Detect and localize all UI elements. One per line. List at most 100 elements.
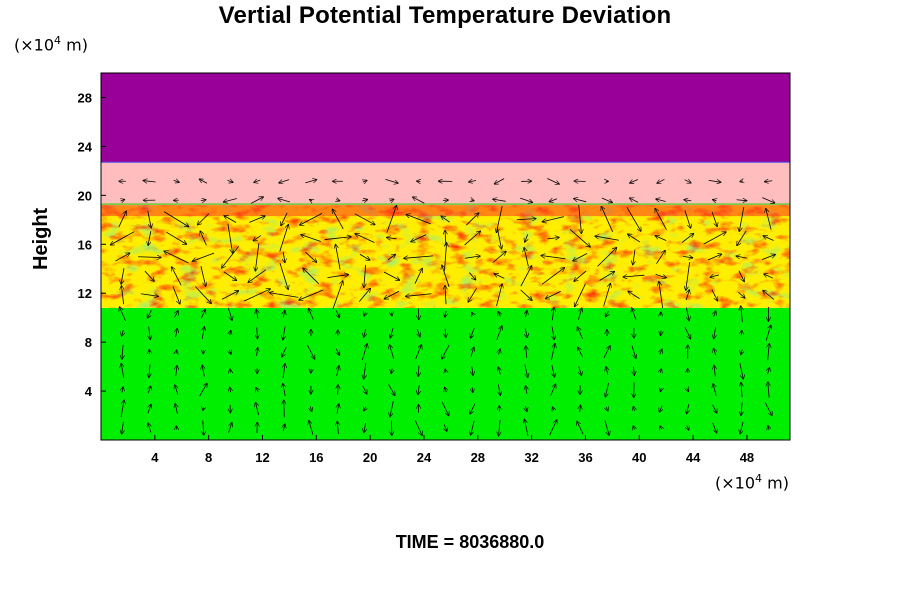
- wind-vector: [301, 235, 321, 242]
- wind-vector: [390, 199, 394, 201]
- wind-vector: [120, 400, 124, 418]
- wind-vector: [714, 365, 715, 377]
- x-tick-label: 12: [255, 450, 269, 465]
- wind-vector: [739, 362, 743, 379]
- wind-vector: [765, 325, 771, 341]
- wind-vector: [305, 180, 316, 184]
- wind-vector: [418, 385, 419, 394]
- wind-vector: [520, 197, 532, 202]
- wind-vector: [358, 288, 370, 302]
- wind-vector: [768, 382, 769, 398]
- wind-vector: [148, 405, 151, 414]
- wind-vector: [364, 407, 366, 411]
- x-tick-label: 16: [309, 450, 323, 465]
- wind-vector: [202, 327, 204, 339]
- wind-vector: [387, 237, 397, 238]
- wind-vector: [386, 206, 397, 233]
- wind-vector: [172, 267, 182, 286]
- wind-vector: [243, 289, 270, 302]
- wind-vector: [711, 289, 718, 300]
- wind-vector: [573, 253, 588, 260]
- wind-vector: [445, 311, 446, 317]
- x-tick-label: 44: [686, 450, 701, 465]
- wind-vector: [496, 205, 503, 232]
- wind-vector: [547, 178, 559, 184]
- wind-vector: [414, 268, 422, 284]
- wind-vector: [764, 401, 772, 415]
- wind-vector: [525, 406, 527, 411]
- wind-vector: [173, 180, 179, 182]
- wind-vector: [149, 326, 151, 340]
- wind-vector: [682, 256, 692, 257]
- wind-vector: [224, 216, 237, 223]
- wind-vector: [578, 308, 581, 320]
- wind-vector: [464, 256, 480, 258]
- wind-vector: [659, 282, 664, 309]
- wind-vector: [248, 269, 267, 282]
- wind-vector: [283, 424, 285, 432]
- y-tick-label: 16: [78, 237, 92, 252]
- wind-vector: [765, 181, 773, 182]
- wind-vector: [222, 246, 239, 268]
- wind-vector: [766, 209, 772, 230]
- y-axis-unit: (×104 m): [14, 34, 88, 55]
- wind-vector: [282, 346, 287, 357]
- wind-vector: [115, 253, 130, 262]
- wind-vector: [279, 262, 288, 289]
- wind-vector: [660, 349, 662, 355]
- wind-vector: [741, 331, 742, 336]
- wind-vector: [255, 243, 260, 270]
- wind-vector: [281, 212, 288, 225]
- wind-vector: [661, 388, 662, 391]
- wind-vector: [465, 213, 478, 226]
- wind-vector: [363, 180, 367, 182]
- wind-vector: [175, 385, 178, 395]
- wind-vector: [148, 231, 152, 245]
- wind-vector: [336, 310, 339, 318]
- wind-vector: [324, 237, 351, 240]
- wind-vector: [569, 229, 590, 246]
- wind-vector: [623, 275, 645, 277]
- wind-vector: [768, 426, 769, 430]
- wind-vector: [633, 249, 635, 265]
- wind-vector: [655, 236, 667, 241]
- wind-vector: [172, 286, 180, 304]
- wind-vector: [354, 213, 375, 225]
- wind-vector: [442, 344, 450, 359]
- y-tick-label: 20: [78, 188, 92, 203]
- wind-vector: [121, 364, 123, 379]
- wind-vector: [493, 199, 506, 201]
- wind-vector: [418, 365, 419, 376]
- wind-vector: [495, 178, 505, 184]
- wind-vector: [681, 234, 693, 243]
- wind-vector: [601, 197, 612, 202]
- wind-vector: [166, 231, 186, 244]
- wind-vector: [655, 274, 666, 277]
- wind-vector: [741, 383, 742, 397]
- wind-vector: [655, 209, 667, 230]
- wind-vector: [577, 422, 584, 435]
- wind-vector: [550, 384, 556, 396]
- wind-vector: [230, 387, 231, 393]
- wind-vector: [250, 197, 263, 204]
- wind-vector: [686, 262, 691, 290]
- wind-vector: [283, 311, 285, 318]
- wind-vector: [657, 178, 665, 183]
- wind-vector: [256, 310, 258, 319]
- wind-vector: [601, 207, 613, 232]
- wind-vector: [630, 198, 639, 203]
- wind-vector: [659, 405, 662, 412]
- wind-vector: [469, 181, 477, 182]
- wind-vector: [355, 234, 375, 243]
- wind-vector: [283, 251, 285, 263]
- wind-vector: [122, 344, 123, 359]
- wind-vector: [270, 293, 299, 298]
- x-tick-label: 48: [740, 450, 754, 465]
- wind-vector: [257, 327, 258, 338]
- wind-vector: [391, 368, 392, 373]
- wind-vector: [200, 265, 206, 286]
- wind-vector: [684, 327, 690, 338]
- wind-vector: [464, 231, 481, 246]
- wind-vector: [305, 251, 316, 262]
